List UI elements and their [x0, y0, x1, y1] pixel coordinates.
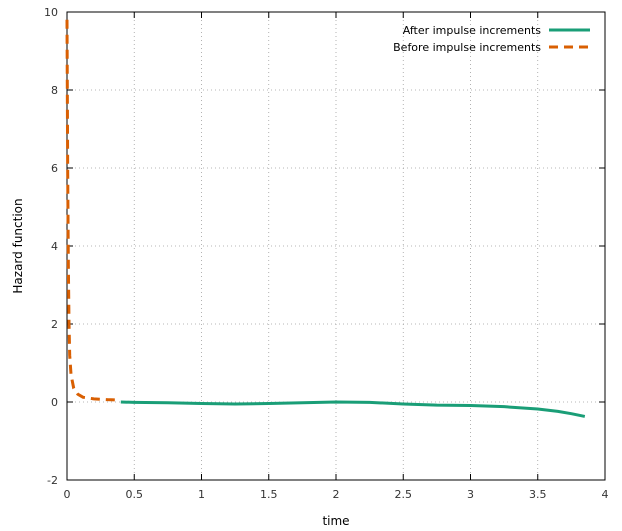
y-tick-label: 10 [44, 6, 58, 19]
series-line-1 [120, 400, 586, 418]
x-axis-label: time [322, 514, 349, 528]
y-tick-label: 8 [51, 84, 58, 97]
grid [67, 12, 605, 480]
x-tick-label: 1 [198, 488, 205, 501]
y-axis-label: Hazard function [11, 198, 25, 293]
series-line-2 [65, 19, 121, 402]
y-tick-label: 2 [51, 318, 58, 331]
y-tick-label: 0 [51, 396, 58, 409]
x-tick-label: 1.5 [260, 488, 278, 501]
legend-label: Before impulse increments [393, 41, 541, 54]
x-tick-label: 3.5 [529, 488, 547, 501]
x-tick-label: 2.5 [395, 488, 413, 501]
series-group [65, 19, 586, 418]
x-tick-label: 0 [64, 488, 71, 501]
x-tick-label: 2 [333, 488, 340, 501]
x-tick-label: 4 [602, 488, 609, 501]
y-tick-label: 6 [51, 162, 58, 175]
x-tick-label: 0.5 [126, 488, 144, 501]
y-tick-label: 4 [51, 240, 58, 253]
y-tick-label: -2 [47, 474, 58, 487]
axis-ticks: 0 0.5 1 1.5 2 2.5 3 3.5 4 -2 0 2 4 6 8 10 [44, 6, 609, 501]
x-tick-label: 3 [467, 488, 474, 501]
legend-label: After impulse increments [403, 24, 542, 37]
legend: After impulse increments Before impulse i… [393, 24, 590, 54]
